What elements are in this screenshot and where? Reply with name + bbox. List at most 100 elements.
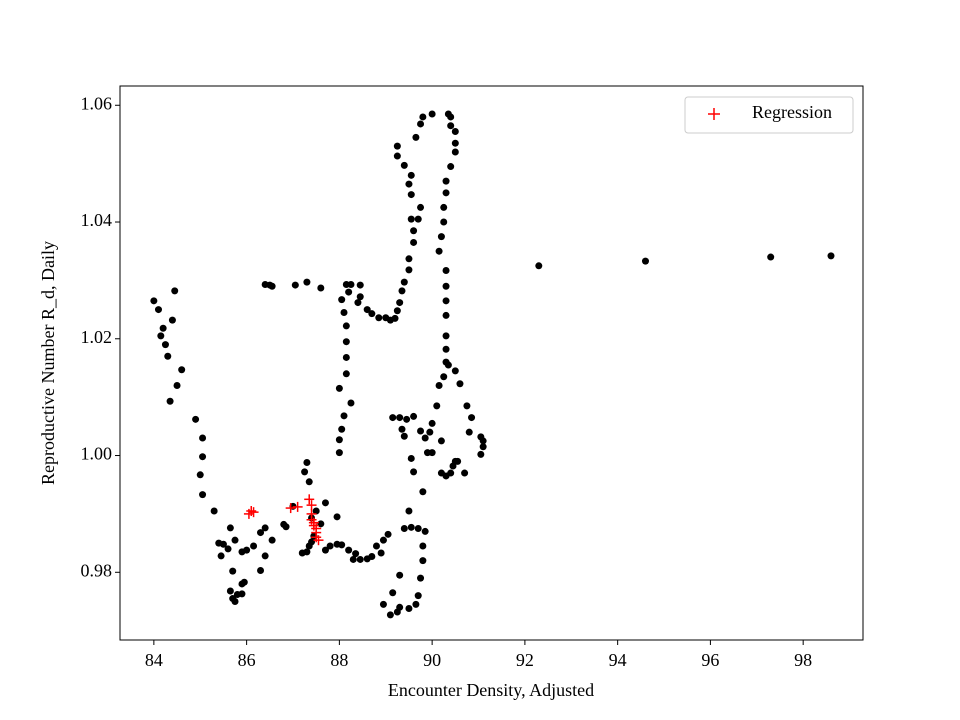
point — [398, 287, 406, 295]
point — [375, 314, 383, 322]
point — [412, 133, 420, 141]
point — [261, 524, 269, 532]
point — [396, 571, 404, 579]
point — [192, 415, 200, 423]
point — [442, 282, 450, 290]
point — [767, 253, 775, 261]
point — [268, 282, 276, 290]
x-tick-label: 84 — [145, 650, 163, 670]
point — [393, 152, 401, 160]
legend-box — [684, 96, 854, 134]
point — [410, 412, 418, 420]
point — [384, 530, 392, 538]
point — [398, 425, 406, 433]
point — [161, 341, 169, 349]
point — [368, 553, 376, 561]
point — [407, 523, 415, 531]
point — [305, 478, 313, 486]
point — [451, 367, 459, 375]
point — [400, 278, 408, 286]
x-tick-label: 96 — [701, 650, 719, 670]
point — [426, 428, 434, 436]
point — [447, 113, 455, 121]
y-tick-label: 1.04 — [81, 210, 113, 230]
point — [421, 527, 429, 535]
point — [238, 590, 246, 598]
point — [477, 450, 485, 458]
point — [400, 161, 408, 169]
point — [419, 557, 427, 565]
point — [303, 548, 311, 556]
point — [419, 488, 427, 496]
x-tick-label: 94 — [609, 650, 627, 670]
point — [407, 171, 415, 179]
point — [410, 468, 418, 476]
point — [405, 507, 413, 515]
point — [166, 397, 174, 405]
point — [356, 555, 364, 563]
point — [428, 419, 436, 427]
point — [173, 381, 181, 389]
point — [157, 332, 165, 340]
point — [440, 373, 448, 381]
point — [442, 332, 450, 340]
point — [451, 148, 459, 156]
point — [306, 500, 317, 511]
point — [417, 574, 425, 582]
point — [345, 288, 353, 296]
point — [389, 589, 397, 597]
point — [340, 309, 348, 317]
point — [479, 443, 487, 451]
point — [463, 402, 471, 410]
point — [400, 432, 408, 440]
point — [403, 415, 411, 423]
point — [414, 524, 422, 532]
point — [421, 434, 429, 442]
point — [451, 139, 459, 147]
point — [363, 306, 371, 314]
point — [379, 600, 387, 608]
point — [372, 542, 380, 550]
point — [347, 280, 355, 288]
point — [342, 322, 350, 330]
y-tick-label: 1.02 — [81, 327, 113, 347]
point — [535, 262, 543, 270]
point — [386, 611, 394, 619]
point — [437, 437, 445, 445]
plot-frame — [119, 85, 864, 641]
point — [226, 524, 234, 532]
point — [407, 191, 415, 199]
point — [389, 414, 397, 422]
point — [257, 567, 265, 575]
point — [199, 453, 207, 461]
point — [304, 494, 315, 505]
point — [368, 310, 376, 318]
point — [417, 203, 425, 211]
point — [335, 449, 343, 457]
point — [159, 324, 167, 332]
point — [405, 266, 413, 274]
point — [417, 427, 425, 435]
point — [349, 555, 357, 563]
point — [268, 536, 276, 544]
point — [199, 434, 207, 442]
point — [428, 110, 436, 118]
point — [393, 142, 401, 150]
point — [199, 491, 207, 499]
point — [451, 128, 459, 136]
point — [442, 345, 450, 353]
x-tick-label: 92 — [516, 650, 534, 670]
point — [224, 545, 232, 553]
point — [321, 499, 329, 507]
point — [442, 189, 450, 197]
point — [461, 469, 469, 477]
point — [178, 366, 186, 374]
point — [154, 306, 162, 314]
point — [442, 311, 450, 319]
point — [219, 540, 227, 548]
point — [354, 299, 362, 307]
point — [379, 536, 387, 544]
point — [210, 507, 218, 515]
point — [414, 592, 422, 600]
legend-label: Regression — [752, 102, 832, 122]
